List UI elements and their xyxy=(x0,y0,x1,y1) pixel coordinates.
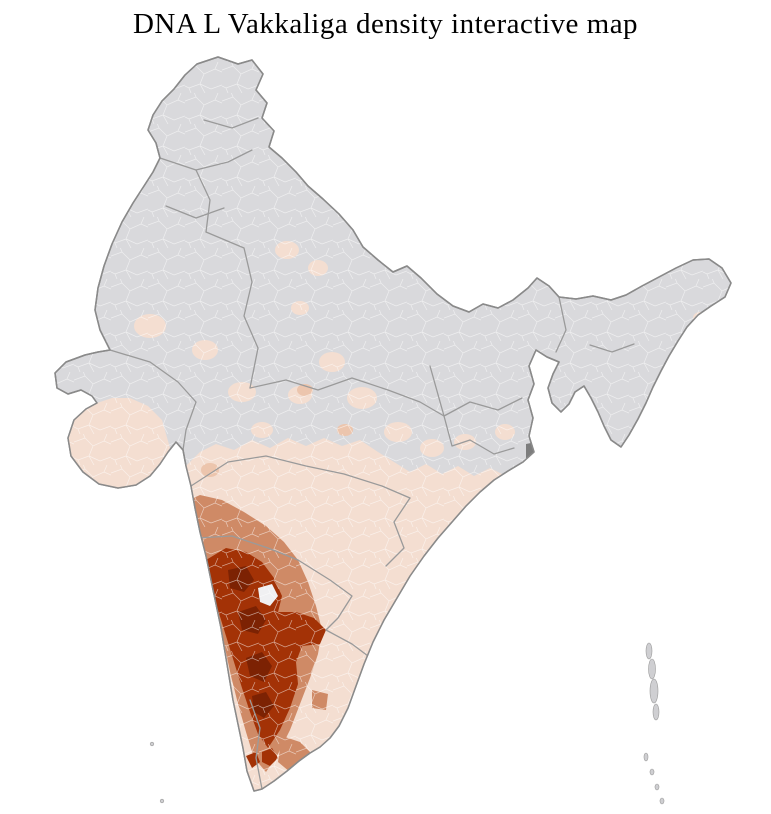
andaman-nicobar-islands[interactable] xyxy=(643,642,665,805)
district-borders-mesh xyxy=(55,57,731,791)
map-title: DNA L Vakkaliga density interactive map xyxy=(132,8,639,40)
india-outline xyxy=(54,56,732,792)
lakshadweep-islands[interactable] xyxy=(149,741,165,804)
state-borders xyxy=(109,117,635,790)
